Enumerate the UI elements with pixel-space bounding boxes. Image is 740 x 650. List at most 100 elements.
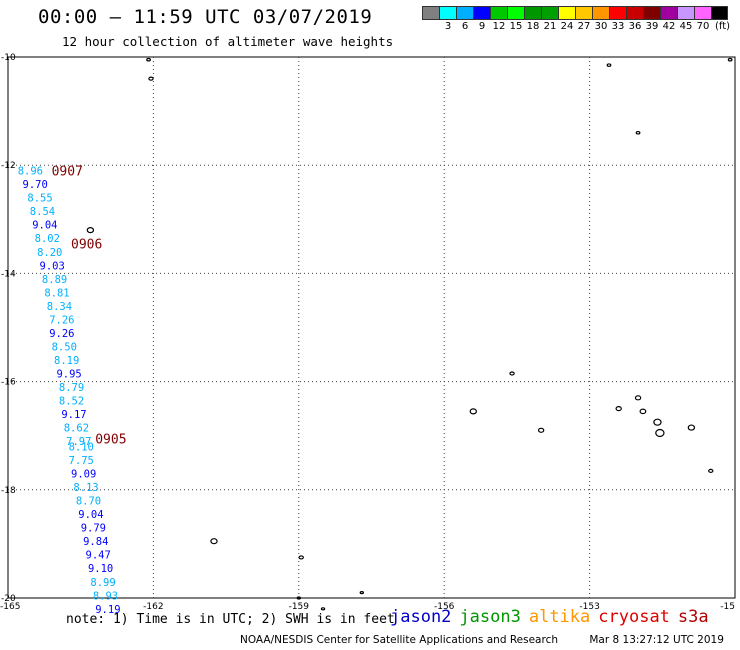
swh-value: 8.81 <box>44 287 69 299</box>
island-outline <box>537 427 545 433</box>
island-outline <box>655 428 665 438</box>
swh-value: 9.70 <box>23 179 48 191</box>
satellite-name: jason3 <box>459 607 521 627</box>
legend-label: 45 <box>679 21 693 32</box>
pass-time-label: 0906 <box>71 238 102 253</box>
map-frame <box>7 56 736 599</box>
island-outline <box>708 468 714 473</box>
swh-value: 8.19 <box>54 355 79 367</box>
legend-swatch <box>473 6 490 20</box>
swh-value: 9.19 <box>95 604 120 616</box>
legend-label: 6 <box>461 21 469 32</box>
legend-label: 15 <box>509 21 523 32</box>
legend-swatch <box>558 6 575 20</box>
island-outline <box>210 538 218 545</box>
island-outline <box>509 371 515 376</box>
legend-swatch <box>643 6 660 20</box>
latitude-tick-label: -10 <box>1 53 16 63</box>
latitude-tick-label: -16 <box>1 378 16 388</box>
island-outline <box>639 408 647 415</box>
island-outline <box>146 57 151 62</box>
legend-label: 42 <box>662 21 676 32</box>
legend-swatch <box>626 6 643 20</box>
swh-value: 9.10 <box>88 563 113 575</box>
latitude-tick-label: -12 <box>1 161 16 171</box>
island-outline <box>296 596 301 600</box>
swh-value: 8.13 <box>73 482 98 494</box>
satellite-legend: jason2 jason3 altika cryosat s3a <box>390 607 717 627</box>
satellite-name: s3a <box>677 607 709 627</box>
island-outline <box>469 408 477 415</box>
legend-label: 30 <box>594 21 608 32</box>
legend-swatch <box>524 6 541 20</box>
island-outline <box>635 130 641 135</box>
legend-swatch <box>660 6 677 20</box>
longitude-tick-label: -153 <box>579 602 599 612</box>
swh-value: 8.96 <box>18 166 43 178</box>
island-outline <box>727 57 733 62</box>
legend-swatch <box>456 6 473 20</box>
legend-swatch <box>609 6 626 20</box>
island-outline <box>298 555 304 560</box>
longitude-tick-label: -165 <box>0 602 20 612</box>
pass-time-label: 0907 <box>52 165 83 180</box>
latitude-tick-label: -18 <box>1 486 16 496</box>
credit-text: NOAA/NESDIS Center for Satellite Applica… <box>240 634 558 646</box>
swh-value: 7.26 <box>49 314 74 326</box>
swh-value: 8.93 <box>93 590 118 602</box>
legend-swatch <box>711 6 728 20</box>
legend-label: 24 <box>560 21 574 32</box>
island-outline <box>653 418 662 426</box>
units-note: note: 1) Time is in UTC; 2) SWH is in fe… <box>66 612 395 627</box>
swh-value: 8.34 <box>47 301 72 313</box>
longitude-tick-label: -15 <box>720 602 735 612</box>
island-outline <box>86 227 95 234</box>
legend-label: 18 <box>526 21 540 32</box>
legend-label: 36 <box>628 21 642 32</box>
swh-value: 9.79 <box>81 523 106 535</box>
swh-value: 9.47 <box>86 550 111 562</box>
island-outline <box>615 406 622 412</box>
legend-label: 21 <box>543 21 557 32</box>
swh-value: 9.17 <box>61 409 86 421</box>
swh-value: 7.97 <box>66 436 91 448</box>
legend-label: 70 <box>696 21 710 32</box>
swh-value: 9.04 <box>78 509 103 521</box>
island-outline <box>320 607 326 611</box>
legend-swatch <box>507 6 524 20</box>
swh-value: 8.52 <box>59 396 84 408</box>
swh-value: 9.26 <box>49 328 74 340</box>
credit-line: NOAA/NESDIS Center for Satellite Applica… <box>240 634 724 646</box>
swh-value: 8.02 <box>35 233 60 245</box>
color-legend <box>422 6 728 20</box>
legend-label: 12 <box>492 21 506 32</box>
legend-swatch <box>592 6 609 20</box>
legend-swatch <box>541 6 558 20</box>
swh-value: 8.54 <box>30 206 55 218</box>
swh-value: 9.03 <box>40 260 65 272</box>
legend-swatch <box>490 6 507 20</box>
swh-value: 8.89 <box>42 274 67 286</box>
legend-swatch <box>677 6 694 20</box>
legend-label: 3 <box>444 21 452 32</box>
legend-swatch <box>439 6 456 20</box>
legend-label: 39 <box>645 21 659 32</box>
swh-value: 8.70 <box>76 496 101 508</box>
island-outline <box>359 590 365 595</box>
swh-value: 7.75 <box>69 455 94 467</box>
legend-label: 27 <box>577 21 591 32</box>
longitude-tick-label: -159 <box>289 602 310 612</box>
pass-time-label: 0905 <box>95 432 126 447</box>
longitude-tick-label: -162 <box>143 602 163 612</box>
legend-label: 9 <box>478 21 486 32</box>
swh-value: 9.84 <box>83 536 108 548</box>
island-outline <box>634 395 642 401</box>
legend-unit: (ft) <box>715 21 731 32</box>
swh-value: 8.50 <box>52 341 77 353</box>
latitude-tick-label: -14 <box>1 269 16 279</box>
swh-value: 8.10 <box>69 442 94 454</box>
swh-value: 9.04 <box>32 220 57 232</box>
generated-timestamp: Mar 8 13:27:12 UTC 2019 <box>589 634 724 646</box>
swh-value: 8.55 <box>27 193 52 205</box>
